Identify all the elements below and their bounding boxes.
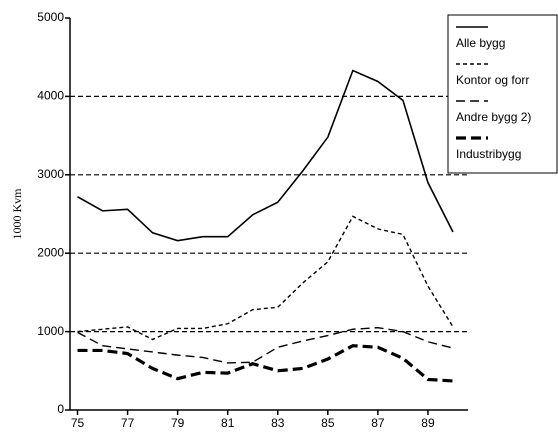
series-line	[77, 215, 454, 341]
legend-box	[447, 14, 558, 174]
y-tick-label: 1000	[37, 324, 64, 338]
x-tick-label: 79	[171, 416, 185, 430]
legend-label: Andre bygg 2)	[456, 110, 531, 124]
y-tick-label: 3000	[37, 167, 64, 181]
y-tick-label: 5000	[37, 10, 64, 24]
legend-label: Alle bygg	[456, 36, 505, 50]
x-tick-label: 75	[71, 416, 85, 430]
y-axis-label: 1000 Kvm	[10, 188, 24, 240]
x-tick-label: 83	[271, 416, 285, 430]
legend-label: Industribygg	[456, 147, 521, 161]
y-tick-label: 2000	[37, 245, 64, 259]
y-tick-label: 4000	[37, 89, 64, 103]
x-tick-label: 77	[121, 416, 135, 430]
series-line	[77, 326, 454, 364]
series-line	[77, 344, 454, 383]
legend-label: Kontor og forr	[456, 73, 529, 87]
x-tick-label: 89	[421, 416, 435, 430]
x-tick-label: 85	[321, 416, 335, 430]
series-line	[77, 69, 454, 242]
y-tick-label: 0	[57, 402, 64, 416]
x-tick-label: 87	[371, 416, 385, 430]
x-tick-label: 81	[221, 416, 235, 430]
